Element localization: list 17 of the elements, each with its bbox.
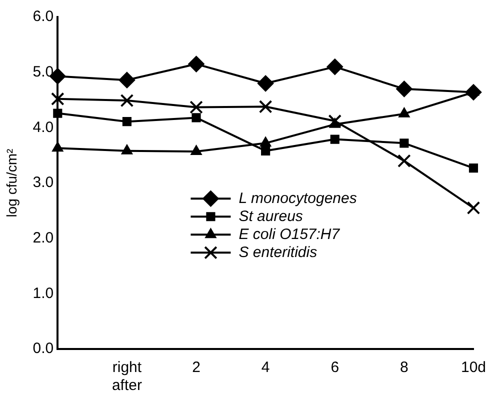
x-tick-label: 10d	[460, 359, 486, 376]
y-tick-label: 3.0	[32, 174, 54, 192]
y-tick-label: 0.0	[32, 340, 54, 358]
y-tick-label: 2.0	[32, 229, 54, 246]
x-tick-label: 4	[261, 359, 270, 376]
legend-label: S enteritidis	[238, 244, 318, 261]
y-tick-label: 4.0	[32, 118, 54, 136]
x-tick-label: 2	[192, 359, 200, 376]
y-tick-label: 1.0	[32, 284, 54, 302]
y-axis-title: log cfu/cm²	[3, 148, 20, 218]
x-tick-label: 6	[330, 359, 340, 376]
x-tick-label: 8	[400, 359, 408, 376]
x-tick-label: right after	[112, 359, 142, 394]
legend-label: St aureus	[238, 208, 304, 225]
y-tick-label: 6.0	[32, 8, 54, 26]
legend-label: E coli O157:H7	[238, 226, 340, 243]
legend-label: L monocytogenes	[238, 190, 358, 207]
